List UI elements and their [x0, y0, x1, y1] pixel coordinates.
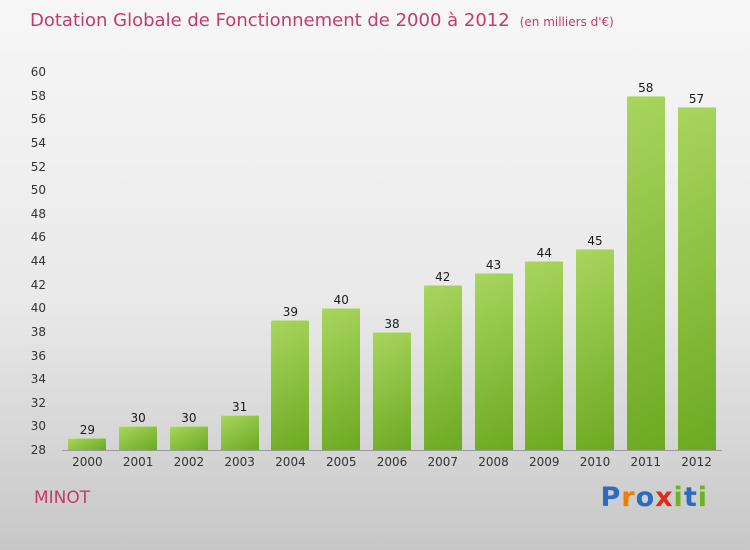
- plot-area: 29 30 30 31 39 40 38 42 43 44 45 58 57: [62, 72, 722, 451]
- y-tick-label: 42: [30, 277, 46, 292]
- bar-value-label: 39: [282, 305, 299, 320]
- bar-value-label: 44: [536, 246, 552, 260]
- y-tick-label: 60: [30, 65, 46, 79]
- bar: [677, 107, 716, 450]
- bar-column: 29: [62, 72, 113, 450]
- y-tick-label: 40: [30, 301, 46, 316]
- bar: [119, 426, 158, 450]
- chart-title: Dotation Globale de Fonctionnement de 20…: [30, 10, 614, 31]
- logo-letter: o: [635, 482, 656, 513]
- y-axis: 28 30 32 34 36 38 40 42 44 46 48 50 52 54 56 58 60: [0, 66, 56, 456]
- bar-column: 38: [367, 72, 418, 450]
- bar: [474, 272, 513, 450]
- y-tick-label: 36: [30, 348, 46, 363]
- x-tick-label: 2010: [579, 455, 611, 469]
- bar-value-label: 58: [638, 80, 654, 95]
- x-tick-label: 2006: [376, 455, 408, 469]
- bar: [68, 438, 107, 450]
- y-tick-label: 46: [30, 230, 46, 245]
- proxiti-logo: Proxiti: [600, 482, 708, 513]
- bar: [271, 320, 310, 450]
- y-tick-label: 28: [30, 443, 46, 457]
- bar-column: 45: [570, 72, 621, 450]
- y-tick-label: 30: [30, 419, 46, 434]
- bar-value-label: 43: [485, 257, 502, 272]
- bar-column: 42: [417, 72, 468, 450]
- y-tick-label: 56: [30, 112, 46, 127]
- bar-column: 44: [519, 72, 570, 450]
- x-tick-label: 2001: [122, 455, 154, 469]
- bar-value-label: 31: [232, 399, 248, 414]
- bar-column: 58: [620, 72, 671, 450]
- bar-column: 57: [671, 72, 722, 450]
- logo-letter: P: [600, 482, 622, 513]
- bar-column: 43: [468, 72, 519, 450]
- brand-minot: MINOT: [34, 488, 91, 508]
- x-tick-label: 2011: [630, 455, 662, 469]
- logo-letter: t: [683, 482, 698, 513]
- bar-column: 31: [214, 72, 265, 450]
- y-tick-label: 34: [30, 372, 46, 387]
- chart-subtitle: (en milliers d'€): [519, 15, 614, 29]
- y-tick-label: 32: [30, 395, 46, 410]
- bar-column: 40: [316, 72, 367, 450]
- bar-column: 30: [113, 72, 164, 450]
- bar-value-label: 29: [79, 423, 96, 438]
- logo-letter: i: [697, 482, 708, 513]
- y-tick-label: 38: [30, 324, 46, 339]
- x-tick-label: 2004: [275, 455, 306, 469]
- x-tick-label: 2009: [529, 455, 560, 469]
- logo-letter: x: [655, 482, 674, 513]
- x-tick-label: 2003: [224, 455, 255, 469]
- x-tick-label: 2002: [173, 455, 205, 469]
- y-tick-label: 44: [30, 254, 46, 268]
- x-axis-labels: 2000 2001 2002 2003 2004 2005 2006 2007 2008 2009…: [62, 455, 722, 469]
- bar: [423, 284, 462, 450]
- bar-value-label: 38: [384, 316, 400, 331]
- x-tick-label: 2008: [478, 455, 509, 469]
- bar: [372, 331, 411, 450]
- bar-value-label: 30: [130, 411, 146, 426]
- y-tick-label: 54: [30, 135, 46, 150]
- chart-title-text: Dotation Globale de Fonctionnement de 20…: [30, 10, 510, 31]
- bar: [322, 308, 361, 450]
- bar: [220, 414, 259, 450]
- y-tick-label: 48: [30, 206, 46, 221]
- bar-column: 30: [164, 72, 215, 450]
- bar: [626, 95, 665, 450]
- bar-value-label: 45: [587, 234, 603, 249]
- bar: [169, 426, 208, 450]
- bar: [576, 249, 615, 450]
- x-tick-label: 2000: [72, 455, 103, 469]
- bar-value-label: 57: [688, 92, 705, 107]
- logo-letter: r: [621, 482, 636, 513]
- y-tick-label: 52: [30, 159, 46, 174]
- x-tick-label: 2007: [427, 455, 459, 469]
- x-tick-label: 2005: [325, 455, 357, 469]
- logo-letter: i: [673, 482, 684, 513]
- bar-value-label: 42: [435, 269, 451, 284]
- x-tick-label: 2012: [681, 455, 712, 469]
- bar-value-label: 40: [333, 293, 349, 308]
- y-tick-label: 58: [30, 88, 46, 103]
- bar-value-label: 30: [181, 411, 197, 426]
- bar-column: 39: [265, 72, 316, 450]
- y-tick-label: 50: [30, 183, 46, 198]
- bar: [525, 261, 564, 450]
